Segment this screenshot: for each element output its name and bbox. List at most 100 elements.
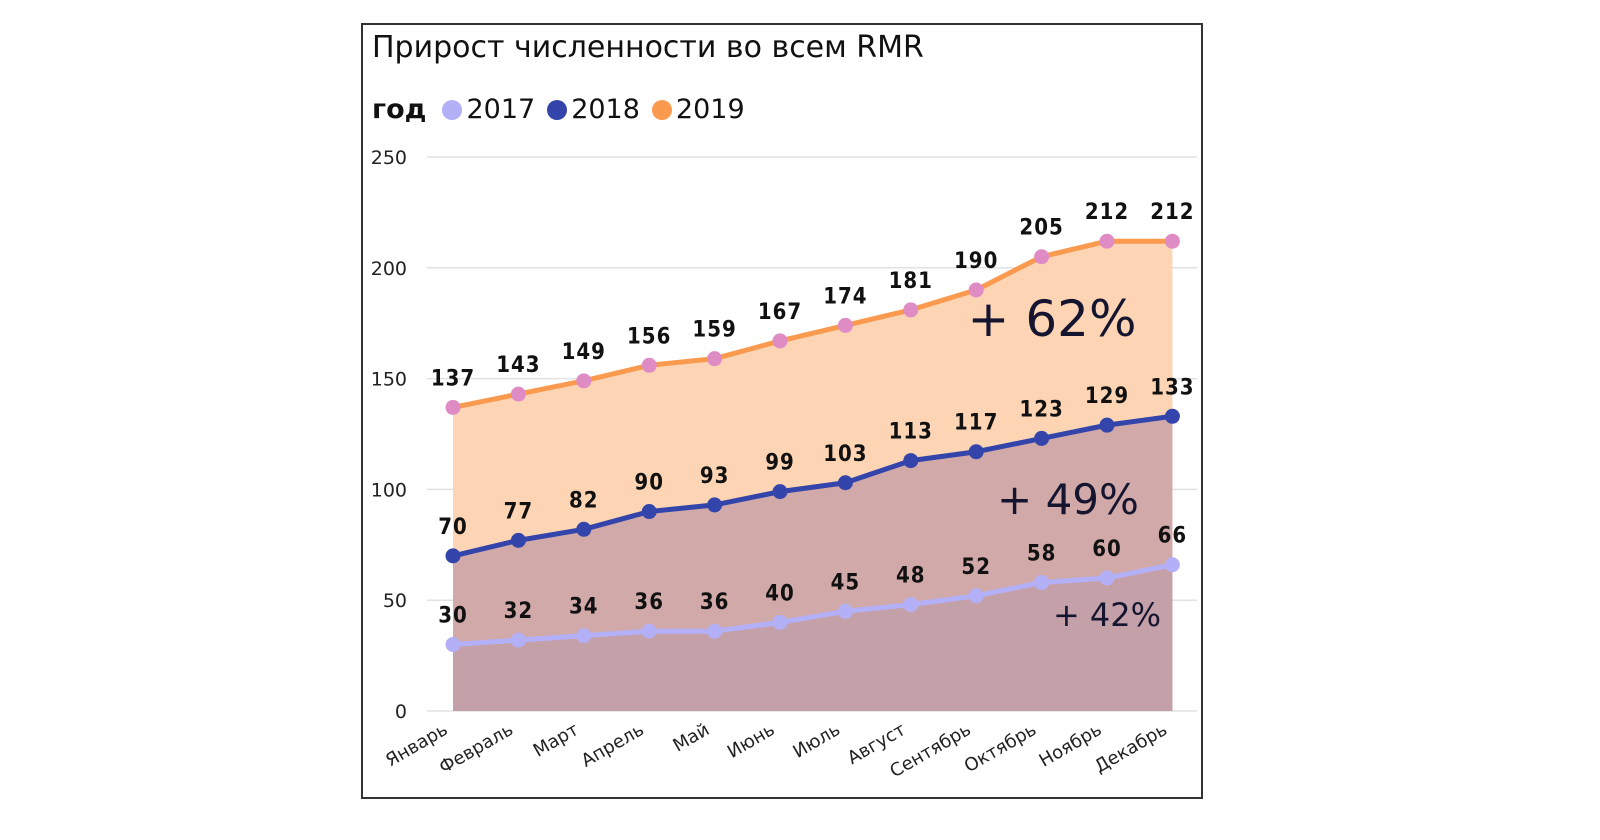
legend-marker <box>442 99 463 120</box>
data-label: 99 <box>765 451 795 476</box>
x-tick-label: Март <box>530 719 582 761</box>
data-point <box>968 282 984 298</box>
legend-marker <box>547 99 568 120</box>
data-point <box>1164 408 1180 424</box>
data-label: 212 <box>1150 200 1194 225</box>
data-label: 52 <box>961 555 991 580</box>
data-point <box>837 603 853 619</box>
data-label: 30 <box>438 604 468 629</box>
x-tick-label: Июль <box>789 719 843 763</box>
data-point <box>707 623 723 639</box>
data-point <box>510 532 526 548</box>
growth-annotation: + 49% <box>997 475 1139 524</box>
line-2017 <box>452 562 1173 648</box>
legend-item: 2019 <box>651 94 745 125</box>
data-label: 82 <box>569 488 599 513</box>
data-point <box>968 444 984 460</box>
data-label: 66 <box>1158 524 1188 549</box>
line-2019 <box>452 238 1173 410</box>
data-label: 123 <box>1019 397 1063 422</box>
data-label: 174 <box>823 284 867 309</box>
x-tick-label: Октябрь <box>961 719 1040 777</box>
data-label: 129 <box>1085 384 1129 409</box>
data-label: 159 <box>692 318 736 343</box>
y-tick-label: 250 <box>371 147 407 169</box>
data-label: 167 <box>758 300 802 325</box>
x-tick-label: Декабрь <box>1091 719 1171 777</box>
data-point <box>641 357 657 373</box>
data-point <box>445 548 461 564</box>
data-label: 212 <box>1085 200 1129 225</box>
legend-item: 2017 <box>442 94 535 125</box>
data-point <box>445 399 461 415</box>
data-point <box>1164 233 1180 249</box>
data-point <box>1099 570 1115 586</box>
data-label: 205 <box>1019 216 1063 241</box>
data-point <box>641 504 657 520</box>
data-label: 77 <box>504 499 534 524</box>
legend-label: 2018 <box>571 94 640 125</box>
data-label: 90 <box>634 471 664 496</box>
data-label: 48 <box>896 564 926 589</box>
data-point <box>772 614 788 630</box>
data-point <box>1099 417 1115 433</box>
x-tick-label: Февраль <box>436 719 517 778</box>
data-label: 117 <box>954 411 998 436</box>
data-label: 36 <box>634 590 664 615</box>
line-2018 <box>452 413 1173 559</box>
data-label: 113 <box>889 420 933 445</box>
data-point <box>903 597 919 613</box>
data-point <box>707 497 723 513</box>
legend-label: 2019 <box>675 94 745 125</box>
data-label: 149 <box>562 340 606 365</box>
data-label: 60 <box>1092 537 1122 562</box>
data-label: 137 <box>431 366 475 391</box>
x-tick-label: Апрель <box>578 719 648 772</box>
data-label: 181 <box>889 269 933 294</box>
chart-title: Прирост численности во всем RMR <box>372 30 924 65</box>
y-tick-label: 50 <box>383 590 407 612</box>
legend-title: год <box>372 94 427 125</box>
data-label: 143 <box>496 353 540 378</box>
legend: год 2017 2018 2019 <box>372 94 757 125</box>
y-tick-label: 100 <box>371 479 407 501</box>
legend-label: 2017 <box>466 94 536 125</box>
data-label: 58 <box>1027 541 1057 566</box>
legend-marker <box>651 99 672 120</box>
data-point <box>1034 574 1050 590</box>
data-point <box>903 453 919 469</box>
data-label: 45 <box>831 570 861 595</box>
area-2017 <box>453 564 1173 711</box>
data-point <box>445 637 461 653</box>
data-label: 40 <box>765 581 795 606</box>
data-label: 190 <box>954 249 998 274</box>
data-point <box>837 475 853 491</box>
data-label: 32 <box>504 599 534 624</box>
data-point <box>641 623 657 639</box>
data-point <box>968 588 984 604</box>
data-label: 133 <box>1150 375 1194 400</box>
data-label: 156 <box>627 324 671 349</box>
data-label: 93 <box>700 464 730 489</box>
y-tick-label: 0 <box>395 701 407 723</box>
data-label: 70 <box>438 515 468 540</box>
y-tick-label: 200 <box>371 258 407 280</box>
growth-annotation: + 62% <box>968 290 1137 348</box>
data-point <box>903 302 919 318</box>
data-point <box>510 632 526 648</box>
data-point <box>510 386 526 402</box>
data-point <box>576 628 592 644</box>
data-point <box>837 317 853 333</box>
data-point <box>772 333 788 349</box>
x-tick-label: Май <box>669 719 713 756</box>
x-tick-label: Июнь <box>724 719 779 763</box>
growth-annotation: + 42% <box>1053 596 1161 634</box>
legend-item: 2018 <box>547 94 640 125</box>
data-point <box>707 351 723 367</box>
data-point <box>1034 249 1050 265</box>
data-point <box>1034 430 1050 446</box>
data-point <box>1099 233 1115 249</box>
data-point <box>1164 557 1180 573</box>
data-label: 34 <box>569 595 599 620</box>
